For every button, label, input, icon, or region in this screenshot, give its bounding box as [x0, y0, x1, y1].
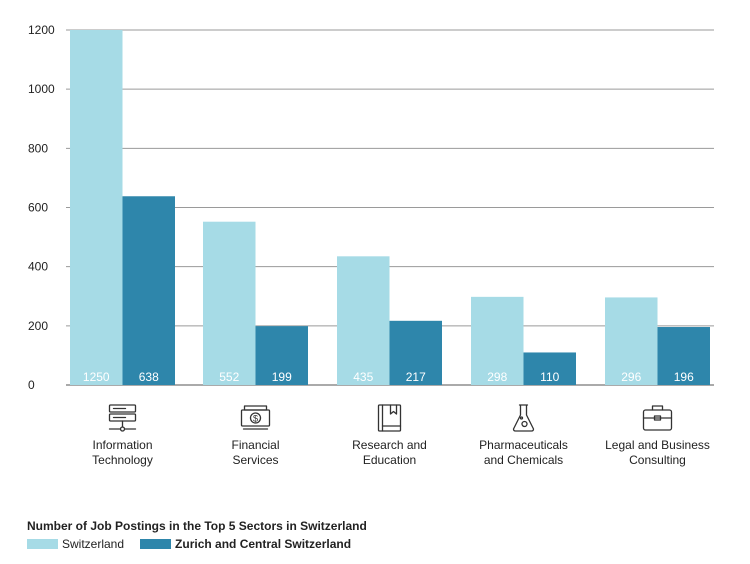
data-label: 217	[406, 370, 426, 384]
y-tick-label: 400	[28, 260, 48, 274]
category-label-line: Research and	[352, 438, 427, 452]
category-label: Financial Services	[231, 438, 279, 467]
money-icon: $	[240, 405, 271, 430]
data-label: 435	[353, 370, 373, 384]
data-label: 638	[139, 370, 159, 384]
category-label: Pharmaceuticals and Chemicals	[479, 438, 568, 467]
bar-zurich	[255, 326, 308, 385]
category-label-line: Education	[363, 453, 416, 467]
y-tick-label: 200	[28, 319, 48, 333]
legend-item-switzerland: Switzerland	[27, 537, 124, 551]
legend-swatch-switzerland	[27, 539, 58, 549]
category-label-line: Technology	[92, 453, 153, 467]
y-tick-label: 1000	[28, 82, 55, 96]
category-label: Information Technology	[92, 438, 153, 467]
legend-label-zurich: Zurich and Central Switzerland	[175, 537, 352, 551]
bar-zurich	[389, 320, 442, 385]
legend-item-zurich: Zurich and Central Switzerland	[140, 537, 351, 551]
category-label: Research and Education	[352, 438, 427, 467]
category-label-line: Information	[92, 438, 152, 452]
bar-chart: 0 200 400 600 800 1000 1200 1250 638 Information T…	[28, 23, 714, 467]
data-label: 199	[272, 370, 292, 384]
bar-zurich	[657, 327, 710, 385]
book-icon	[377, 404, 402, 432]
y-tick-label: 1200	[28, 23, 55, 37]
category-label-line: Services	[232, 453, 278, 467]
bar-switzerland	[471, 296, 524, 385]
bar-switzerland	[605, 297, 658, 385]
data-label: 298	[487, 370, 507, 384]
category-label-line: Pharmaceuticals	[479, 438, 568, 452]
data-label: 296	[621, 370, 641, 384]
bar-zurich	[122, 196, 175, 385]
data-label: 552	[219, 370, 239, 384]
y-tick-label: 0	[28, 378, 35, 392]
svg-text:$: $	[253, 414, 258, 424]
y-tick-label: 800	[28, 141, 48, 155]
data-label: 1250	[83, 370, 110, 384]
category-label-line: Legal and Business	[605, 438, 710, 452]
bar-switzerland	[337, 256, 390, 385]
legend-label-switzerland: Switzerland	[62, 537, 125, 551]
server-icon	[108, 404, 137, 432]
category-label-line: and Chemicals	[484, 453, 563, 467]
legend-swatch-zurich	[140, 539, 172, 549]
legend: Switzerland Zurich and Central Switzerla…	[27, 537, 367, 551]
data-label: 110	[540, 370, 559, 384]
bar-switzerland	[203, 221, 256, 385]
category-label-line: Financial	[231, 438, 279, 452]
chart-title: Number of Job Postings in the Top 5 Sect…	[27, 519, 367, 533]
category-label-line: Consulting	[629, 453, 686, 467]
bar-zurich	[523, 352, 576, 385]
flask-icon	[512, 404, 535, 432]
category-label: Legal and Business Consulting	[605, 438, 710, 467]
bar-switzerland	[70, 30, 123, 385]
y-tick-label: 600	[28, 201, 48, 215]
briefcase-icon	[642, 405, 673, 431]
data-label: 196	[674, 370, 694, 384]
